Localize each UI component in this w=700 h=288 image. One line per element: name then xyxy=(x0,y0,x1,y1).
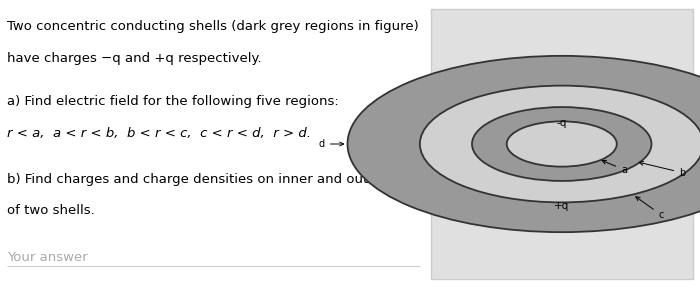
Circle shape xyxy=(420,86,700,202)
Text: a: a xyxy=(602,160,627,175)
Text: have charges −q and +q respectively.: have charges −q and +q respectively. xyxy=(7,52,262,65)
Text: b) Find charges and charge densities on inner and outer surfaces: b) Find charges and charge densities on … xyxy=(7,173,442,186)
Text: -q: -q xyxy=(556,118,567,128)
Text: b: b xyxy=(639,162,685,178)
Text: r < a,  a < r < b,  b < r < c,  c < r < d,  r > d.: r < a, a < r < b, b < r < c, c < r < d, … xyxy=(7,127,311,140)
Text: +q: +q xyxy=(554,201,569,211)
Text: Your answer: Your answer xyxy=(7,251,88,264)
Text: of two shells.: of two shells. xyxy=(7,204,94,217)
Circle shape xyxy=(347,56,700,232)
Text: a) Find electric field for the following five regions:: a) Find electric field for the following… xyxy=(7,95,339,108)
Circle shape xyxy=(507,121,617,167)
Text: Two concentric conducting shells (dark grey regions in figure): Two concentric conducting shells (dark g… xyxy=(7,20,419,33)
Text: c: c xyxy=(636,197,664,220)
Text: d: d xyxy=(318,139,344,149)
Bar xyxy=(430,9,693,279)
Circle shape xyxy=(472,107,652,181)
